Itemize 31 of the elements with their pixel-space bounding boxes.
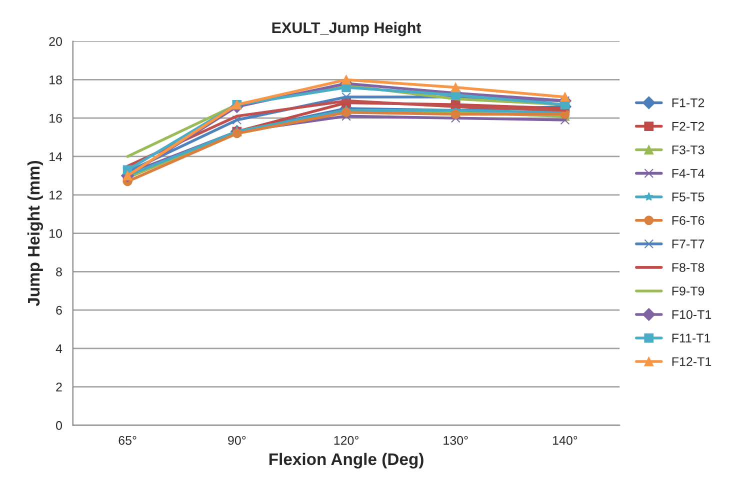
y-tick-label: 18 <box>50 76 62 84</box>
legend-label: F11-T1 <box>672 334 710 342</box>
y-tick-label: 4 <box>56 344 62 353</box>
x-tick-label: 140° <box>553 436 578 445</box>
legend-label: F9-T9 <box>672 286 704 296</box>
legend-label: F12-T1 <box>672 357 712 366</box>
y-tick-label: 6 <box>56 306 62 315</box>
legend-label: F10-T1 <box>672 310 712 319</box>
legend-label: F8-T8 <box>672 263 704 272</box>
y-tick-label: 16 <box>50 114 62 123</box>
y-tick-label: 8 <box>56 267 62 276</box>
legend-label: F6-T6 <box>672 216 704 225</box>
y-tick-label: 0 <box>56 421 62 430</box>
legend-label: F2-T2 <box>672 122 704 131</box>
legend-label: F4-T4 <box>672 169 704 178</box>
legend-label: F7-T7 <box>672 240 704 248</box>
x-tick-label: 120° <box>334 436 358 445</box>
y-tick-label: 12 <box>50 190 62 200</box>
y-tick-label: 2 <box>56 382 62 392</box>
x-tick-label: 65° <box>118 436 136 445</box>
x-axis-title: Flexion Angle (Deg) <box>269 452 424 468</box>
y-tick-label: 20 <box>49 37 62 46</box>
legend-label: F5-T5 <box>672 192 704 202</box>
y-tick-label: 10 <box>50 229 62 238</box>
legend-label: F1-T2 <box>672 98 704 108</box>
y-tick-label: 14 <box>50 152 62 162</box>
x-tick-label: 130° <box>444 436 468 445</box>
x-tick-label: 90° <box>228 436 246 445</box>
y-axis-title: Jump Height (mm) <box>27 160 44 306</box>
legend-label: F3-T3 <box>672 145 704 154</box>
chart-title: EXULT_Jump Height <box>272 22 422 36</box>
